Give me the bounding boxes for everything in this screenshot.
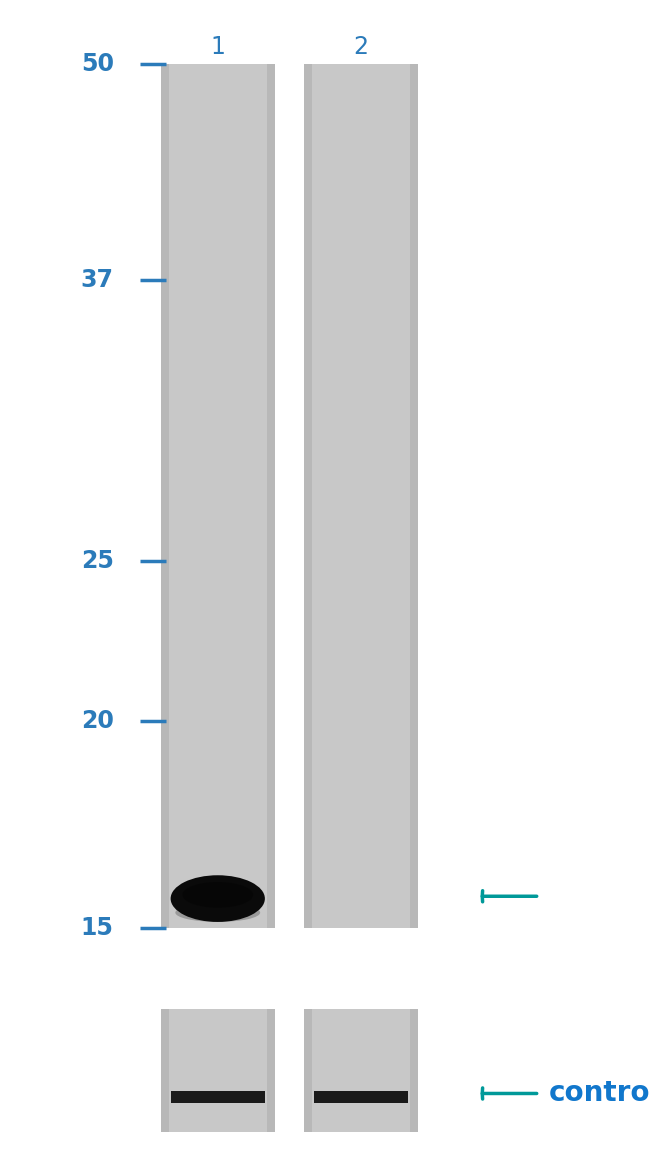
Bar — [161, 64, 274, 928]
Bar — [266, 1009, 274, 1132]
Bar — [304, 1009, 312, 1132]
Bar — [313, 1091, 408, 1103]
Text: 37: 37 — [81, 268, 114, 292]
Ellipse shape — [183, 882, 253, 908]
Text: 2: 2 — [353, 35, 369, 58]
Bar — [161, 64, 169, 928]
Bar — [266, 64, 274, 928]
Text: 25: 25 — [81, 550, 114, 573]
Text: control: control — [549, 1079, 650, 1107]
Bar — [304, 1009, 417, 1132]
Text: 1: 1 — [211, 35, 225, 58]
Bar — [170, 1091, 265, 1103]
Ellipse shape — [176, 903, 260, 922]
Bar — [161, 1009, 274, 1132]
Bar — [161, 1009, 169, 1132]
Text: 20: 20 — [81, 710, 114, 733]
Text: 50: 50 — [81, 53, 114, 76]
Text: 15: 15 — [81, 916, 114, 939]
Bar — [410, 64, 418, 928]
Ellipse shape — [170, 875, 265, 922]
Bar — [304, 64, 312, 928]
Bar — [410, 1009, 418, 1132]
Bar — [304, 64, 417, 928]
